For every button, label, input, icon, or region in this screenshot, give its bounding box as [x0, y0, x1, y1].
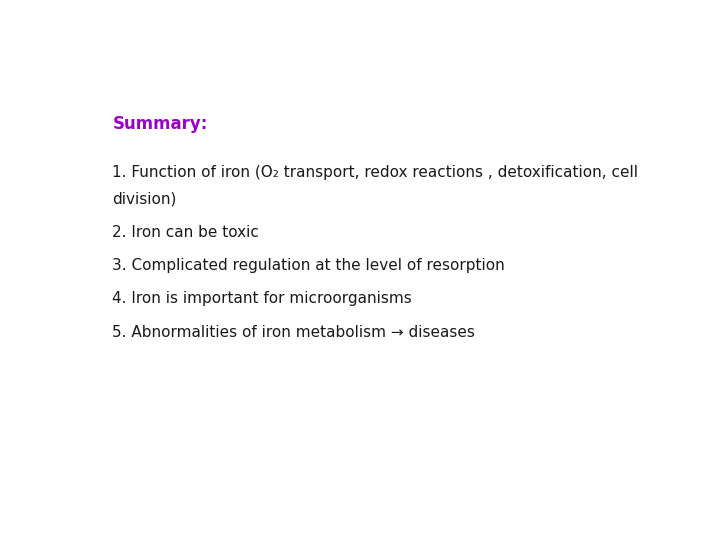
Text: 2. Iron can be toxic: 2. Iron can be toxic [112, 225, 259, 240]
Text: 4. Iron is important for microorganisms: 4. Iron is important for microorganisms [112, 292, 412, 306]
Text: 1. Function of iron (O₂ transport, redox reactions , detoxification, cell: 1. Function of iron (O₂ transport, redox… [112, 165, 639, 180]
Text: 5. Abnormalities of iron metabolism → diseases: 5. Abnormalities of iron metabolism → di… [112, 325, 475, 340]
Text: 3. Complicated regulation at the level of resorption: 3. Complicated regulation at the level o… [112, 258, 505, 273]
Text: division): division) [112, 192, 176, 207]
Text: Summary:: Summary: [112, 114, 207, 133]
